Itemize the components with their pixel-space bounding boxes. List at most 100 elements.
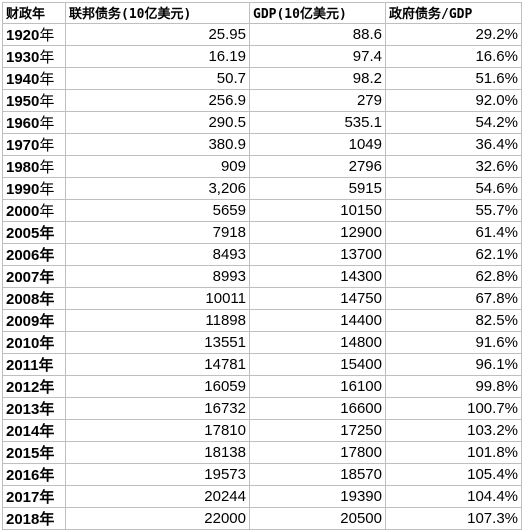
cell-federal-debt[interactable]: 17810 — [65, 418, 250, 442]
cell-debt-gdp-ratio[interactable]: 54.2% — [385, 110, 522, 134]
table-row: 1930年 16.19 97.4 16.6% — [2, 44, 522, 68]
header-federal-debt[interactable]: 联邦债务(10亿美元) — [65, 2, 250, 24]
cell-gdp[interactable]: 14400 — [249, 308, 386, 332]
cell-year[interactable]: 2008年 — [2, 286, 66, 310]
cell-year[interactable]: 2014年 — [2, 418, 66, 442]
cell-debt-gdp-ratio[interactable]: 91.6% — [385, 330, 522, 354]
cell-gdp[interactable]: 17800 — [249, 440, 386, 464]
cell-federal-debt[interactable]: 16732 — [65, 396, 250, 420]
cell-gdp[interactable]: 15400 — [249, 352, 386, 376]
cell-debt-gdp-ratio[interactable]: 100.7% — [385, 396, 522, 420]
cell-federal-debt[interactable]: 14781 — [65, 352, 250, 376]
cell-debt-gdp-ratio[interactable]: 103.2% — [385, 418, 522, 442]
cell-gdp[interactable]: 535.1 — [249, 110, 386, 134]
cell-gdp[interactable]: 13700 — [249, 242, 386, 266]
cell-federal-debt[interactable]: 10011 — [65, 286, 250, 310]
cell-federal-debt[interactable]: 16059 — [65, 374, 250, 398]
cell-federal-debt[interactable]: 11898 — [65, 308, 250, 332]
cell-year[interactable]: 2015年 — [2, 440, 66, 464]
cell-federal-debt[interactable]: 256.9 — [65, 88, 250, 112]
cell-gdp[interactable]: 14300 — [249, 264, 386, 288]
cell-year[interactable]: 1940年 — [2, 66, 66, 90]
cell-federal-debt[interactable]: 909 — [65, 154, 250, 178]
cell-gdp[interactable]: 1049 — [249, 132, 386, 156]
cell-year[interactable]: 2010年 — [2, 330, 66, 354]
cell-debt-gdp-ratio[interactable]: 29.2% — [385, 22, 522, 46]
cell-debt-gdp-ratio[interactable]: 55.7% — [385, 198, 522, 222]
cell-federal-debt[interactable]: 5659 — [65, 198, 250, 222]
cell-year-suffix: 年 — [39, 202, 55, 220]
cell-federal-debt[interactable]: 22000 — [65, 506, 250, 530]
cell-gdp[interactable]: 10150 — [249, 198, 386, 222]
cell-year-number: 1960 — [6, 114, 40, 132]
cell-debt-gdp-ratio[interactable]: 67.8% — [385, 286, 522, 310]
header-year[interactable]: 财政年 — [2, 2, 66, 24]
cell-debt-gdp-ratio[interactable]: 32.6% — [385, 154, 522, 178]
cell-year[interactable]: 1960年 — [2, 110, 66, 134]
cell-federal-debt[interactable]: 16.19 — [65, 44, 250, 68]
cell-federal-debt[interactable]: 3,206 — [65, 176, 250, 200]
cell-debt-gdp-ratio[interactable]: 61.4% — [385, 220, 522, 244]
cell-gdp[interactable]: 88.6 — [249, 22, 386, 46]
cell-year[interactable]: 2017年 — [2, 484, 66, 508]
cell-debt-gdp-ratio[interactable]: 62.1% — [385, 242, 522, 266]
cell-federal-debt[interactable]: 380.9 — [65, 132, 250, 156]
cell-year[interactable]: 2012年 — [2, 374, 66, 398]
cell-debt-gdp-ratio[interactable]: 99.8% — [385, 374, 522, 398]
cell-gdp[interactable]: 2796 — [249, 154, 386, 178]
cell-federal-debt[interactable]: 8493 — [65, 242, 250, 266]
cell-gdp[interactable]: 17250 — [249, 418, 386, 442]
cell-federal-debt[interactable]: 19573 — [65, 462, 250, 486]
cell-debt-gdp-ratio[interactable]: 36.4% — [385, 132, 522, 156]
cell-year[interactable]: 2011年 — [2, 352, 66, 376]
cell-gdp[interactable]: 20500 — [249, 506, 386, 530]
cell-gdp[interactable]: 5915 — [249, 176, 386, 200]
cell-federal-debt[interactable]: 20244 — [65, 484, 250, 508]
cell-year[interactable]: 2000年 — [2, 198, 66, 222]
cell-year[interactable]: 1950年 — [2, 88, 66, 112]
header-gdp[interactable]: GDP(10亿美元) — [249, 2, 386, 24]
cell-gdp[interactable]: 12900 — [249, 220, 386, 244]
cell-year[interactable]: 2005年 — [2, 220, 66, 244]
cell-debt-gdp-ratio[interactable]: 105.4% — [385, 462, 522, 486]
cell-debt-gdp-ratio[interactable]: 54.6% — [385, 176, 522, 200]
cell-federal-debt[interactable]: 7918 — [65, 220, 250, 244]
cell-gdp[interactable]: 98.2 — [249, 66, 386, 90]
cell-year[interactable]: 2006年 — [2, 242, 66, 266]
cell-year[interactable]: 1920年 — [2, 22, 66, 46]
cell-federal-debt[interactable]: 290.5 — [65, 110, 250, 134]
cell-debt-gdp-ratio[interactable]: 62.8% — [385, 264, 522, 288]
cell-gdp[interactable]: 14750 — [249, 286, 386, 310]
cell-debt-gdp-ratio[interactable]: 82.5% — [385, 308, 522, 332]
cell-year[interactable]: 1980年 — [2, 154, 66, 178]
cell-gdp[interactable]: 18570 — [249, 462, 386, 486]
cell-year[interactable]: 2007年 — [2, 264, 66, 288]
cell-debt-gdp-ratio[interactable]: 101.8% — [385, 440, 522, 464]
cell-debt-gdp-ratio[interactable]: 92.0% — [385, 88, 522, 112]
cell-debt-gdp-ratio[interactable]: 96.1% — [385, 352, 522, 376]
cell-federal-debt[interactable]: 18138 — [65, 440, 250, 464]
cell-year[interactable]: 1970年 — [2, 132, 66, 156]
cell-year[interactable]: 2016年 — [2, 462, 66, 486]
cell-year-number: 2014 — [6, 422, 40, 440]
cell-federal-debt[interactable]: 8993 — [65, 264, 250, 288]
cell-gdp[interactable]: 14800 — [249, 330, 386, 354]
cell-year[interactable]: 2018年 — [2, 506, 66, 530]
cell-gdp[interactable]: 16600 — [249, 396, 386, 420]
cell-debt-gdp-ratio[interactable]: 107.3% — [385, 506, 522, 530]
cell-year[interactable]: 2013年 — [2, 396, 66, 420]
cell-gdp[interactable]: 19390 — [249, 484, 386, 508]
cell-debt-gdp-ratio[interactable]: 16.6% — [385, 44, 522, 68]
cell-gdp[interactable]: 16100 — [249, 374, 386, 398]
cell-year[interactable]: 2009年 — [2, 308, 66, 332]
header-debt-gdp-ratio[interactable]: 政府债务/GDP — [385, 2, 522, 24]
cell-debt-gdp-ratio[interactable]: 51.6% — [385, 66, 522, 90]
cell-gdp[interactable]: 97.4 — [249, 44, 386, 68]
cell-year[interactable]: 1930年 — [2, 44, 66, 68]
cell-gdp[interactable]: 279 — [249, 88, 386, 112]
cell-federal-debt[interactable]: 50.7 — [65, 66, 250, 90]
cell-debt-gdp-ratio[interactable]: 104.4% — [385, 484, 522, 508]
cell-year[interactable]: 1990年 — [2, 176, 66, 200]
cell-federal-debt[interactable]: 25.95 — [65, 22, 250, 46]
cell-federal-debt[interactable]: 13551 — [65, 330, 250, 354]
